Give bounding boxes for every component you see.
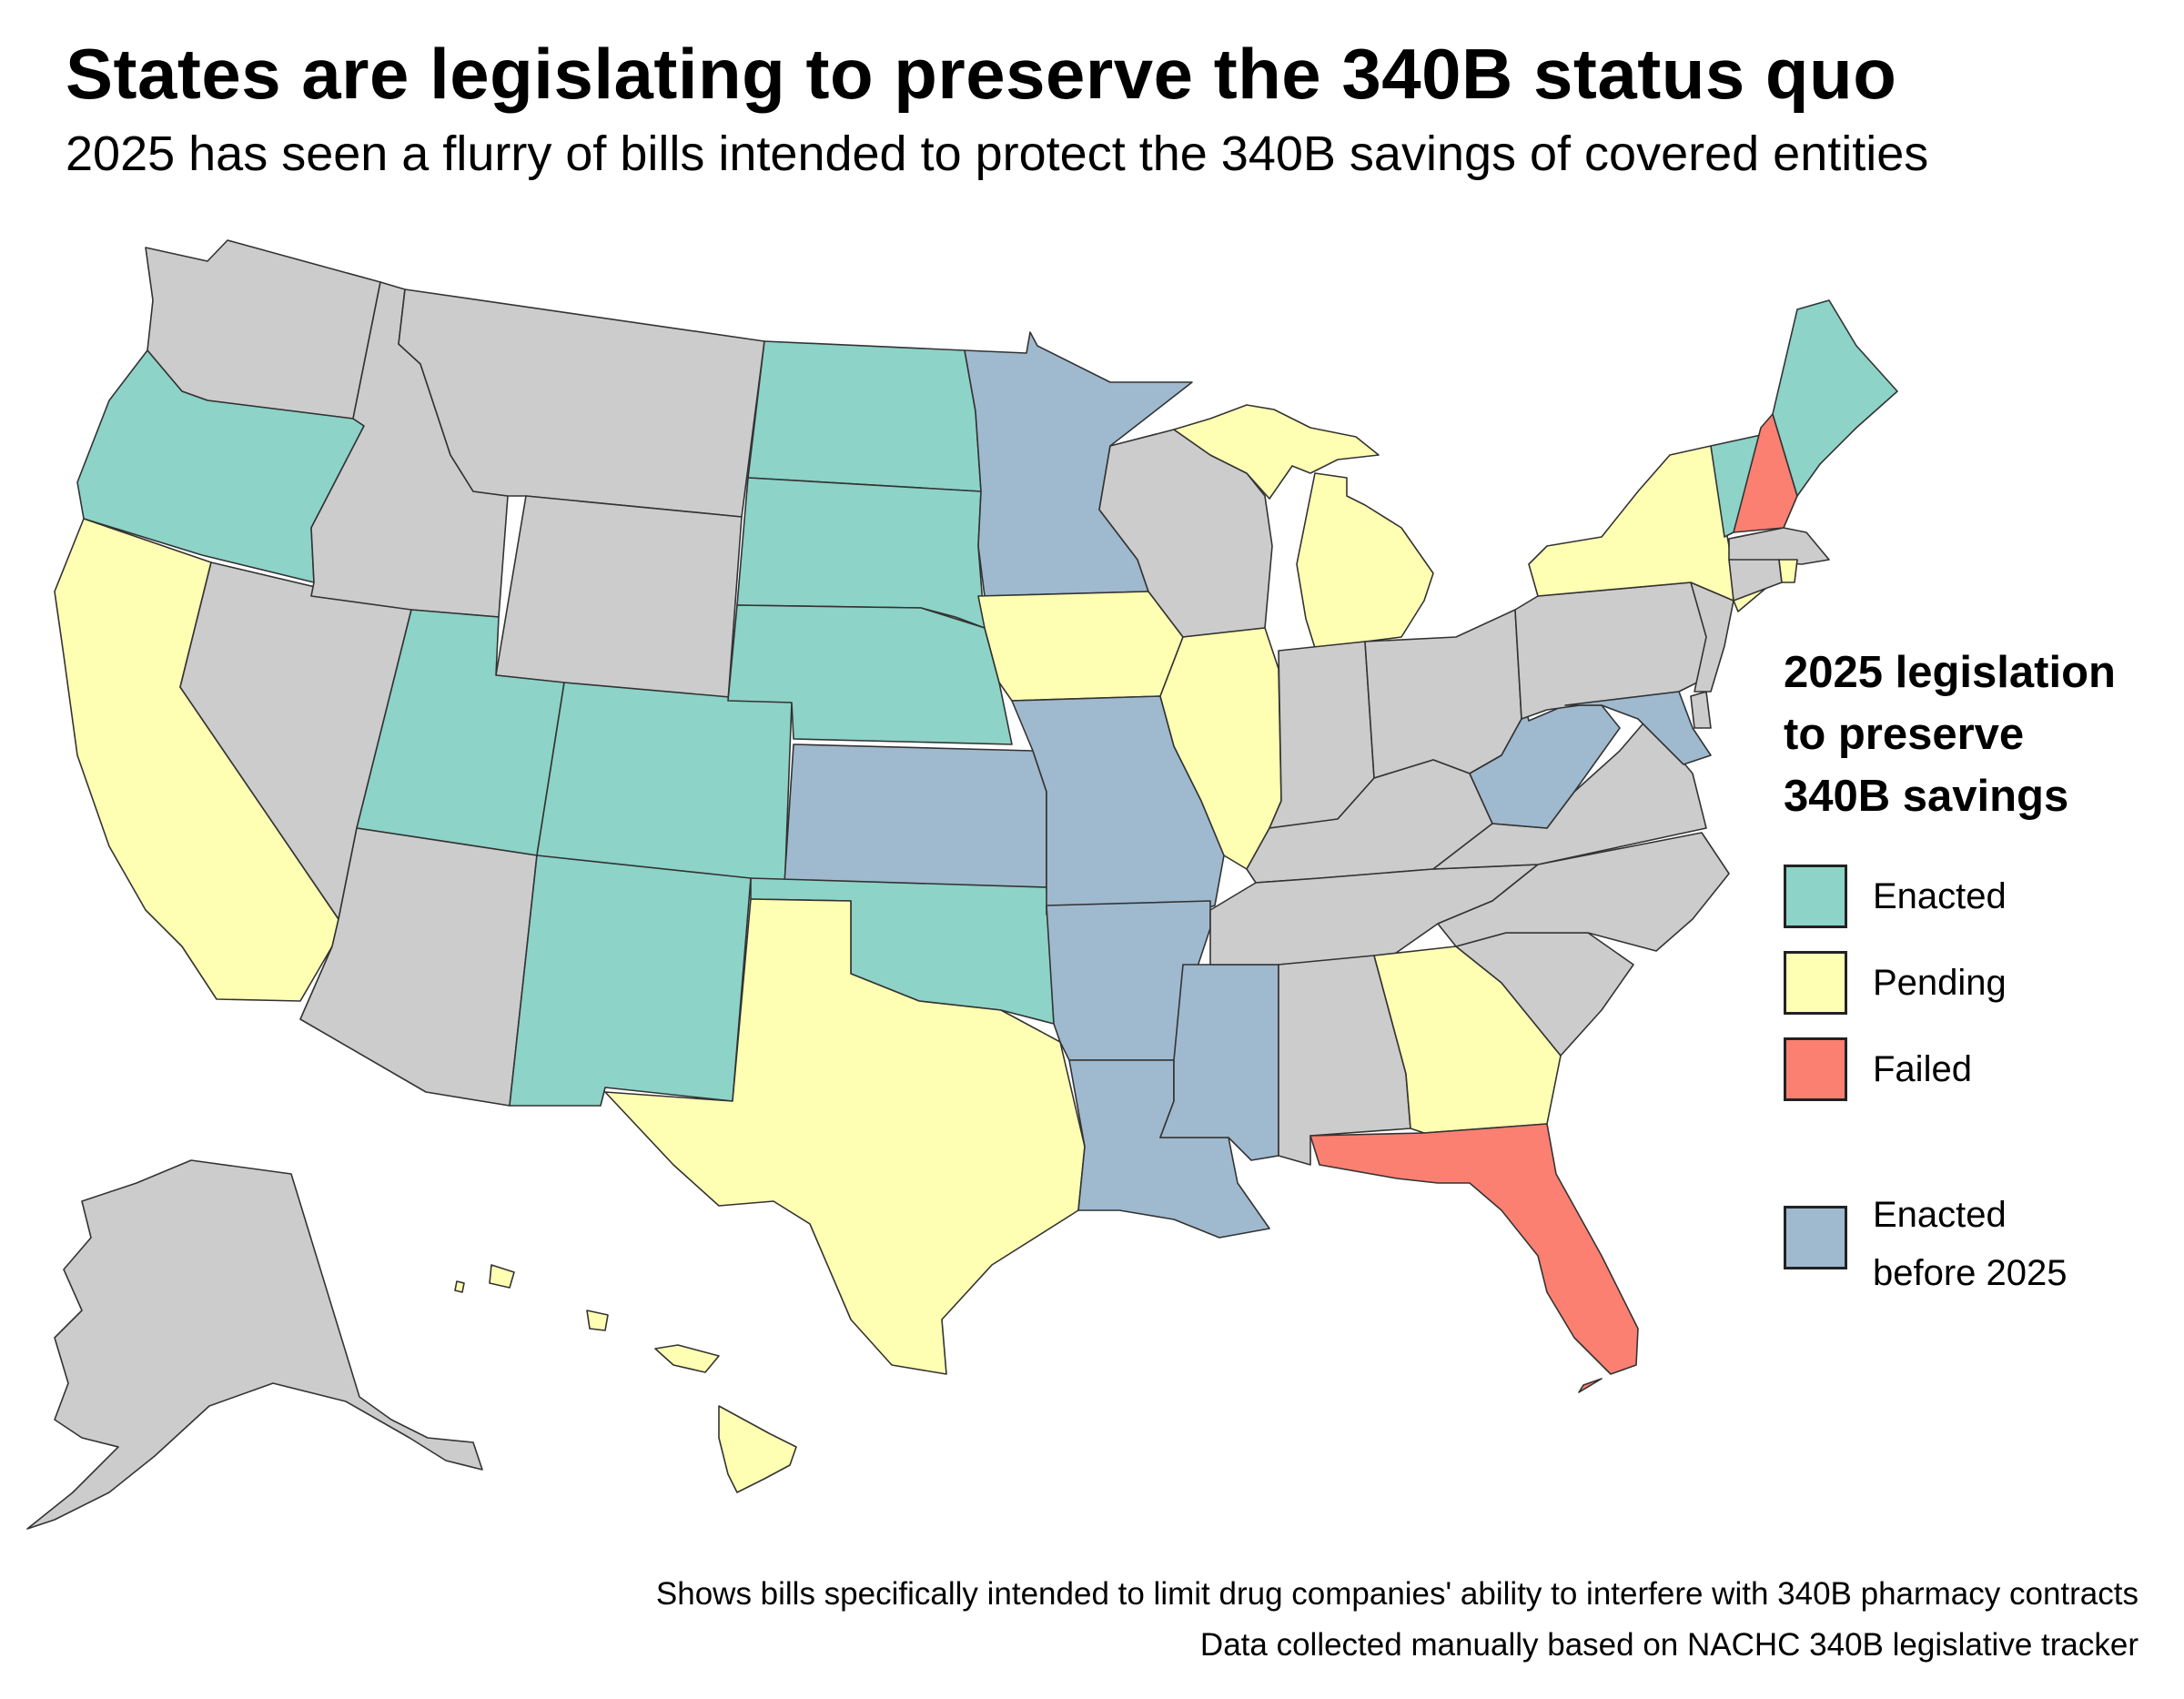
chart-title: States are legislating to preserve the 3… xyxy=(66,34,1897,114)
legend-swatch-failed xyxy=(1784,1037,1847,1101)
state-IA[interactable] xyxy=(977,591,1184,702)
state-WY[interactable] xyxy=(495,495,743,702)
legend-item-pending: Pending xyxy=(1784,951,2007,1015)
state-ME[interactable] xyxy=(1772,299,1898,497)
state-AK[interactable] xyxy=(26,1159,483,1530)
legend-label-line: Enacted xyxy=(1873,1195,2007,1235)
legend-label-pending: Pending xyxy=(1873,963,2007,1003)
state-MT[interactable] xyxy=(398,288,765,518)
state-HI[interactable] xyxy=(454,1264,797,1493)
state-NM[interactable] xyxy=(509,855,752,1107)
chart-subtitle: 2025 has seen a flurry of bills intended… xyxy=(66,126,1929,181)
state-MI-lower[interactable] xyxy=(1296,472,1434,649)
state-TX[interactable] xyxy=(604,898,1086,1375)
state-ND[interactable] xyxy=(747,340,982,492)
legend-swatch-enacted xyxy=(1784,865,1847,928)
legend-label-enacted: Enacted xyxy=(1873,876,2007,916)
legend-title-line: to preserve xyxy=(1784,710,2025,759)
legend-title: 2025 legislation to preserve 340B saving… xyxy=(1784,642,2166,827)
state-NC[interactable] xyxy=(1437,832,1730,952)
footer-note: Shows bills specifically intended to lim… xyxy=(655,1576,2138,1612)
legend-title-line: 2025 legislation xyxy=(1784,648,2116,697)
legend-item-enacted: Enacted xyxy=(1784,865,2007,928)
legend-label-failed: Failed xyxy=(1873,1049,1972,1089)
legend-label-line: before 2025 xyxy=(1873,1253,2068,1293)
legend-item-failed: Failed xyxy=(1784,1037,1972,1101)
state-MA[interactable] xyxy=(1728,527,1830,565)
state-NE[interactable] xyxy=(727,604,1013,745)
legend-label-enacted-before-2025: Enacted before 2025 xyxy=(1873,1186,2068,1302)
state-KS[interactable] xyxy=(784,743,1047,888)
legend-swatch-enacted-before-2025 xyxy=(1784,1206,1847,1269)
state-RI[interactable] xyxy=(1778,559,1798,583)
footer-source: Data collected manually based on NACHC 3… xyxy=(1199,1627,2138,1663)
state-DE[interactable] xyxy=(1690,691,1712,729)
state-FL[interactable] xyxy=(1309,1123,1639,1393)
legend-swatch-pending xyxy=(1784,951,1847,1015)
state-MI-upper[interactable] xyxy=(1173,404,1380,500)
legend-title-line: 340B savings xyxy=(1784,772,2069,821)
state-MD[interactable] xyxy=(1564,691,1712,765)
legend-item-enacted-before-2025: Enacted before 2025 xyxy=(1784,1195,2068,1302)
